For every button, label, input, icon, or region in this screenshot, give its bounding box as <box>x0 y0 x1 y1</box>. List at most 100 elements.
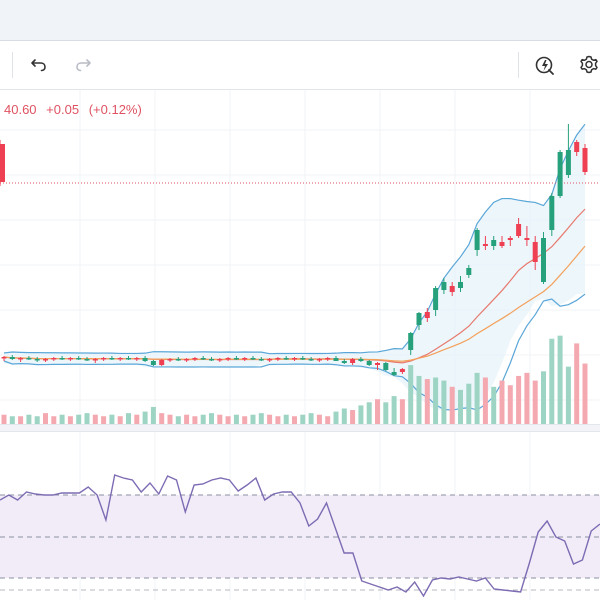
candle-body <box>258 359 264 361</box>
volume-bar <box>466 383 472 424</box>
candle-body <box>92 359 98 361</box>
volume-bar <box>34 416 40 424</box>
candle-body <box>375 363 380 365</box>
volume-bar <box>491 386 497 424</box>
volume-bar <box>283 414 289 424</box>
volume-bar <box>449 386 455 424</box>
candle-body <box>217 359 223 361</box>
volume-bar <box>350 410 356 424</box>
candle-body <box>391 372 397 375</box>
candle-body <box>109 358 115 360</box>
candle-body <box>192 358 198 360</box>
volume-bar <box>565 366 571 424</box>
pane-separator[interactable] <box>0 424 600 432</box>
redo-button[interactable] <box>68 50 98 80</box>
candle-body <box>225 358 231 360</box>
undo-button[interactable] <box>24 50 54 80</box>
candle-body <box>43 359 48 361</box>
volume-bar <box>26 414 32 424</box>
volume-bar <box>375 399 380 424</box>
candle-body <box>209 359 214 361</box>
candle-body <box>308 359 314 361</box>
candle-body <box>416 313 422 325</box>
price-legend: 40.60 +0.05 (+0.12%) <box>4 102 148 117</box>
volume-bar <box>142 411 148 424</box>
settings-button[interactable] <box>574 50 600 80</box>
candle-body <box>350 359 356 363</box>
bollinger-lower-line <box>3 293 586 411</box>
volume-bar <box>333 411 339 424</box>
candle-body <box>433 288 439 310</box>
volume-bar <box>308 413 314 424</box>
volume-bar <box>574 343 580 424</box>
price-change: +0.05 <box>46 102 80 117</box>
volume-bar <box>549 338 555 424</box>
candle-body <box>159 360 165 365</box>
volume-bar <box>441 380 447 424</box>
candle-body <box>76 358 82 360</box>
alert-button[interactable] <box>530 50 560 80</box>
volume-bar <box>275 416 281 424</box>
volume-bar <box>117 416 123 424</box>
volume-bar <box>582 363 588 424</box>
rsi-line <box>0 474 600 598</box>
volume-bar <box>524 372 530 424</box>
volume-bar <box>408 365 414 424</box>
candle-body <box>499 242 505 246</box>
volume-bar <box>341 408 347 424</box>
volume-bar <box>134 414 140 424</box>
volume-bar <box>292 416 297 424</box>
candle-body <box>117 358 123 360</box>
volume-bar <box>92 414 98 424</box>
volume-bar <box>175 416 181 424</box>
volume-bar <box>366 402 372 424</box>
candle-body <box>557 152 563 196</box>
volume-bar <box>84 413 90 424</box>
volume-bar <box>101 416 107 424</box>
candle-body <box>341 361 347 363</box>
candle-body <box>292 358 297 360</box>
volume-bar <box>532 380 538 424</box>
candle-body <box>565 150 571 175</box>
candle-body <box>184 359 190 361</box>
volume-bar <box>192 416 198 424</box>
volume-bar <box>217 414 223 424</box>
candle-body <box>142 358 148 361</box>
window-top-bar <box>0 0 600 41</box>
volume-bar <box>225 416 231 424</box>
candle-body <box>1 357 7 359</box>
volume-bar <box>200 414 206 424</box>
volume-bar <box>76 414 82 424</box>
volume-bar <box>209 413 214 424</box>
candle-body <box>242 358 248 360</box>
volume-bar <box>482 377 488 424</box>
chart-toolbar <box>0 41 600 90</box>
volume-bar <box>474 372 480 424</box>
volume-bar <box>159 413 165 424</box>
last-price: 40.60 <box>4 102 37 117</box>
volume-bar <box>1 414 7 424</box>
gear-icon <box>580 55 598 74</box>
candle-body <box>458 282 463 288</box>
candle-body <box>150 361 156 365</box>
volume-bar <box>18 416 24 424</box>
candle-body <box>34 359 40 361</box>
volume-bar <box>358 405 364 424</box>
volume-bar <box>458 389 463 424</box>
bollinger-band-fill <box>4 124 585 411</box>
candle-body <box>0 144 5 182</box>
candle-body <box>126 358 131 360</box>
bollinger-upper-line <box>3 123 586 355</box>
toolbar-divider-right <box>518 52 519 78</box>
price-change-percent: (+0.12%) <box>88 102 142 117</box>
volume-bar <box>507 385 513 424</box>
volume-bar <box>557 335 563 424</box>
volume-bar <box>67 416 73 424</box>
candle-body <box>441 282 447 290</box>
volume-bar <box>499 380 505 424</box>
volume-bar <box>233 414 239 424</box>
volume-bar <box>316 414 322 424</box>
candle-body <box>516 224 522 236</box>
volume-bar <box>541 371 546 424</box>
